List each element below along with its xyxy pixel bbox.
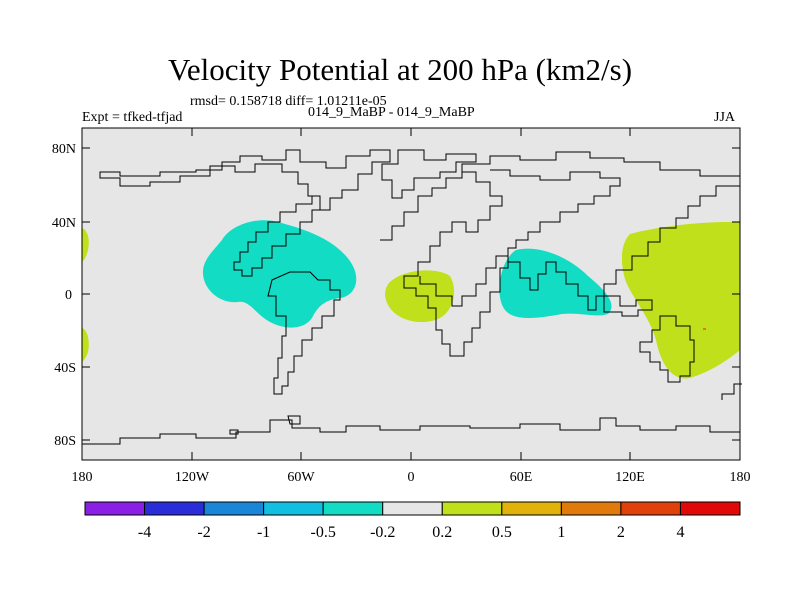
colorbar-label: -4 xyxy=(138,524,151,541)
colorbar-label: -2 xyxy=(197,524,210,541)
coastline-greenland xyxy=(381,149,477,199)
lon-label-120w: 120W xyxy=(175,470,210,485)
case-label: 014_9_MaBP - 014_9_MaBP xyxy=(308,105,475,120)
colorbar-swatch xyxy=(263,501,324,516)
lat-labels: 80N 40N 0 40S 80S xyxy=(52,142,76,449)
coastline-europe-africa xyxy=(380,171,509,357)
experiment-label: Expt = tfked-tfjad xyxy=(82,110,183,125)
colorbar-swatch xyxy=(501,501,562,516)
colorbar-swatch xyxy=(679,501,741,516)
lon-label-0: 0 xyxy=(408,470,415,485)
coastline-antarctic-peninsula xyxy=(287,415,301,425)
lon-label-60w: 60W xyxy=(287,470,315,485)
positive-anomaly-west-edge-north xyxy=(82,228,89,262)
positive-anomaly-west-edge-south xyxy=(82,328,89,362)
colorbar-swatch xyxy=(620,501,681,516)
colorbar-swatch xyxy=(441,501,503,516)
lon-label-180w: 180 xyxy=(72,470,93,485)
coastlines xyxy=(82,149,742,445)
lat-label-40n: 40N xyxy=(52,216,76,231)
positive-anomaly-spot xyxy=(703,328,706,330)
lat-label-0: 0 xyxy=(65,288,72,303)
lon-tick-marks xyxy=(81,128,741,460)
colorbar-swatch xyxy=(203,501,265,516)
colorbar-swatch xyxy=(382,501,443,516)
coastline-indonesia xyxy=(603,295,653,317)
negative-anomaly-indian-ocean xyxy=(499,248,612,318)
positive-anomaly-pacific xyxy=(621,222,740,379)
coastline-north-america xyxy=(99,149,391,211)
colorbar-label: 2 xyxy=(617,524,625,541)
stats-text: rmsd= 0.158718 diff= 1.01211e-05 xyxy=(190,94,387,109)
colorbar-label: 1 xyxy=(557,524,565,541)
coastline-australia xyxy=(639,315,695,383)
chart-title: Velocity Potential at 200 hPa (km2/s) xyxy=(167,52,633,87)
colorbar-swatch xyxy=(560,501,622,516)
colorbar-label: 0.5 xyxy=(492,524,512,541)
colorbar-swatch xyxy=(84,501,146,516)
colorbar: -4 -2 -1 -0.5 -0.2 0.2 0.5 1 2 4 xyxy=(84,501,741,541)
colorbar-label: -0.2 xyxy=(370,524,395,541)
lat-label-80s: 80S xyxy=(54,434,76,449)
coastline-south-america xyxy=(267,271,341,395)
season-label: JJA xyxy=(714,110,736,125)
lon-labels: 180 120W 60W 0 60E 120E 180 xyxy=(72,470,751,485)
colorbar-label: 0.2 xyxy=(432,524,452,541)
coastline-central-america xyxy=(233,195,320,277)
coastline-antarctica xyxy=(82,417,740,445)
colorbar-label: 4 xyxy=(676,524,684,541)
colorbar-swatch xyxy=(144,501,205,516)
colorbar-swatch xyxy=(322,501,384,516)
lat-label-40s: 40S xyxy=(54,361,76,376)
lat-label-80n: 80N xyxy=(52,142,76,157)
coastline-island xyxy=(229,429,239,435)
lat-tick-marks xyxy=(82,147,740,441)
lon-label-120e: 120E xyxy=(615,470,645,485)
lon-label-60e: 60E xyxy=(510,470,533,485)
negative-anomaly-americas xyxy=(202,220,357,328)
coastline-new-zealand xyxy=(721,383,742,400)
colorbar-label: -1 xyxy=(257,524,270,541)
lon-label-180e: 180 xyxy=(730,470,751,485)
colorbar-label: -0.5 xyxy=(311,524,336,541)
coastline-asia xyxy=(461,151,741,311)
anomaly-regions xyxy=(82,220,740,379)
